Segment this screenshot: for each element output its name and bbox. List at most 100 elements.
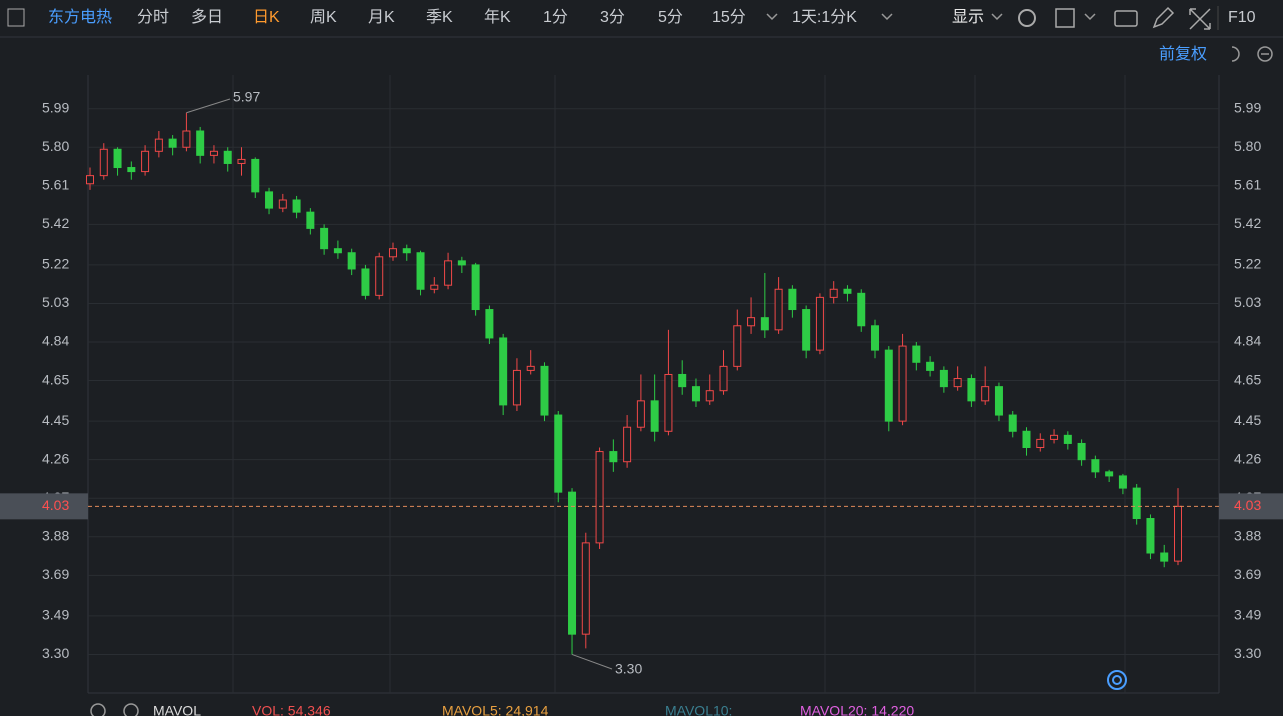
candle-body: [1091, 459, 1100, 473]
candle-body: [333, 248, 342, 254]
candle-body: [939, 369, 948, 388]
candle-body: [347, 252, 356, 270]
locate-icon[interactable]: [1107, 670, 1127, 690]
y-tick-label: 3.30: [42, 645, 69, 661]
period-tab[interactable]: 15分: [712, 8, 746, 26]
candle-body: [154, 138, 163, 152]
y-tick-label-right: 4.45: [1234, 412, 1261, 428]
fullscreen-icon[interactable]: [1189, 8, 1211, 30]
candle-body: [471, 264, 480, 311]
candle-body: [609, 451, 618, 463]
sidebar-icon[interactable]: [7, 8, 25, 27]
locate-icon-inner: [1112, 675, 1122, 685]
candle-body: [416, 252, 425, 290]
candle-body: [182, 130, 191, 148]
stock-name[interactable]: 东方电热: [48, 8, 112, 26]
candle-body: [388, 248, 397, 258]
period-tab[interactable]: 多日: [191, 8, 223, 26]
candle-body: [1118, 475, 1127, 489]
candle-body: [485, 309, 494, 339]
zoom-out-icon[interactable]: [1257, 46, 1273, 62]
period-tab[interactable]: 5分: [658, 8, 683, 26]
candle-body: [457, 260, 466, 266]
candle-body: [127, 167, 136, 173]
candle-body: [251, 158, 260, 193]
candle-body: [292, 199, 301, 213]
candle-body: [802, 309, 811, 351]
candle-body: [829, 288, 838, 298]
vol-settings-icon[interactable]: [90, 703, 106, 716]
settings-icon[interactable]: [1018, 9, 1036, 27]
mavol10-value: MAVOL10:: [665, 703, 732, 716]
period-select[interactable]: 1天:1分K: [792, 8, 857, 26]
candle-body: [884, 349, 893, 422]
indicator-name[interactable]: MAVOL: [153, 703, 201, 716]
candle-body: [650, 400, 659, 432]
candle-body: [141, 150, 150, 173]
candle-body: [554, 414, 563, 493]
period-tab[interactable]: 日K: [253, 9, 280, 26]
period-tab[interactable]: 1分: [543, 8, 568, 26]
chart-frame: [87, 75, 1220, 694]
candle-body: [953, 378, 962, 388]
vol-close-icon[interactable]: [123, 703, 139, 716]
y-tick-label-right: 3.69: [1234, 566, 1261, 582]
display-menu[interactable]: 显示: [952, 9, 984, 26]
adjust-mode[interactable]: 前复权: [1159, 45, 1207, 63]
reset-icon[interactable]: [1231, 46, 1240, 62]
last-price-tag: [0, 493, 88, 520]
mavol20-value: MAVOL20: 14,220: [800, 703, 914, 716]
candle-body: [1050, 434, 1059, 440]
min-label: 3.30: [615, 661, 642, 677]
y-tick-label: 5.03: [42, 294, 69, 310]
candle-body: [209, 150, 218, 156]
candle-body: [99, 148, 108, 177]
candle-body: [168, 138, 177, 148]
y-tick-label: 4.26: [42, 450, 69, 466]
last-price-label: 4.03: [42, 497, 69, 513]
y-tick-label-right: 5.22: [1234, 256, 1261, 272]
period-tab[interactable]: 周K: [310, 9, 337, 26]
candle-body: [691, 386, 700, 402]
period-tab[interactable]: 3分: [600, 8, 625, 26]
period-tab[interactable]: 季K: [426, 8, 453, 26]
last-price-tag-right: [1219, 493, 1283, 520]
candle-body: [568, 491, 577, 635]
candle-body: [444, 260, 453, 286]
candle-body: [678, 373, 687, 388]
candle-body: [526, 365, 535, 371]
candle-body: [1174, 505, 1182, 562]
candle-body: [788, 288, 797, 311]
y-tick-label-right: 5.99: [1234, 99, 1261, 115]
y-tick-label: 5.99: [42, 99, 69, 115]
draw-icon[interactable]: [1152, 6, 1175, 29]
candle-body: [430, 284, 439, 290]
y-tick-label: 4.65: [42, 371, 69, 387]
y-tick-label-right: 4.84: [1234, 333, 1261, 349]
max-leader: [186, 98, 231, 114]
min-leader: [571, 653, 613, 670]
camera-icon[interactable]: [1114, 10, 1138, 27]
candle-body: [926, 361, 935, 371]
max-label: 5.97: [233, 89, 260, 105]
candle-body: [636, 400, 645, 428]
y-tick-label: 5.22: [42, 256, 69, 272]
box-icon[interactable]: [1055, 8, 1075, 28]
candle-body: [1036, 438, 1045, 449]
f10-button[interactable]: F10: [1228, 9, 1256, 26]
candle-body: [1063, 434, 1072, 444]
period-tab[interactable]: 年K: [484, 8, 511, 26]
candle-body: [733, 325, 742, 367]
candle-body: [623, 426, 632, 463]
candle-body: [375, 256, 384, 296]
candle-body: [278, 199, 287, 209]
y-tick-label: 4.84: [42, 333, 69, 349]
candle-body: [402, 248, 411, 254]
period-tab[interactable]: 分时: [137, 8, 169, 26]
y-tick-label-right: 3.30: [1234, 645, 1261, 661]
y-tick-label-right: 5.03: [1234, 294, 1261, 310]
candle-body: [1160, 552, 1169, 562]
candle-body: [774, 288, 783, 331]
period-tab[interactable]: 月K: [368, 9, 395, 26]
